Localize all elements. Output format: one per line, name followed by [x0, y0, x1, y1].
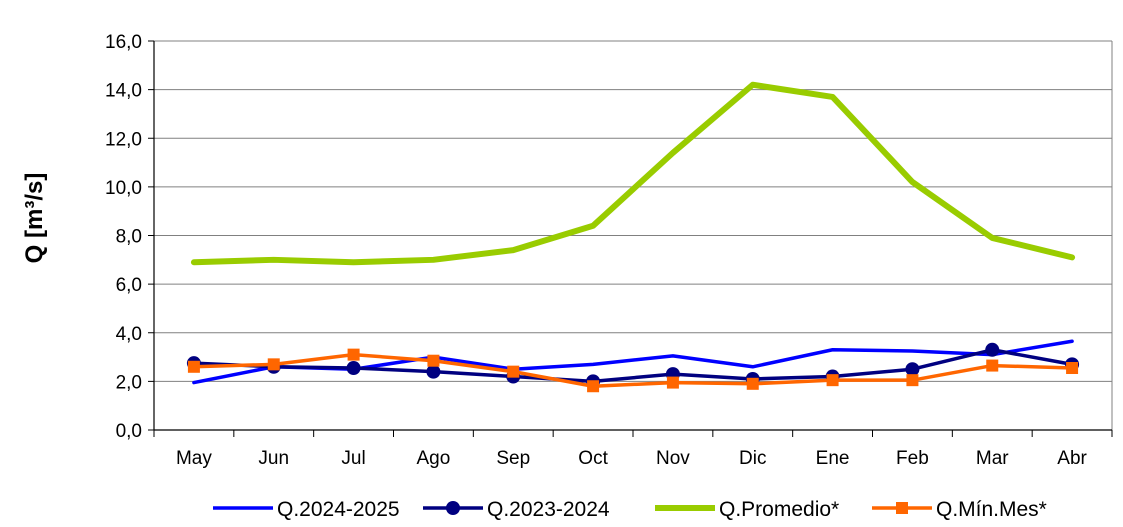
series-line — [190, 81, 1076, 266]
y-tick-label: 6,0 — [116, 275, 142, 296]
y-tick-label: 4,0 — [116, 324, 142, 345]
series-line — [192, 352, 1074, 388]
y-tick-label: 8,0 — [116, 227, 142, 248]
x-tick-label: Mar — [976, 448, 1009, 469]
data-point — [347, 348, 360, 361]
data-point — [746, 377, 759, 390]
data-point — [906, 374, 919, 387]
data-point — [187, 360, 200, 373]
series-group — [186, 81, 1080, 393]
y-axis-label: Q [m³/s] — [21, 173, 48, 264]
x-tick-label: Jun — [258, 448, 289, 469]
y-tick-label: 14,0 — [105, 81, 142, 102]
x-tick-label: Feb — [896, 448, 929, 469]
legend-label: Q.Mín.Mes* — [936, 498, 1047, 521]
data-point — [427, 354, 440, 367]
legend-label: Q.2023-2024 — [487, 498, 610, 521]
data-point — [905, 362, 920, 377]
x-tick-label: Jul — [341, 448, 365, 469]
data-point — [986, 359, 999, 372]
x-tick-label: Nov — [656, 448, 690, 469]
data-point — [826, 374, 839, 387]
data-point — [666, 376, 679, 389]
legend: Q.2024-2025 Q.2023-2024 Q.Promedio* Q.Mín.M… — [213, 498, 1047, 521]
x-tick-label: Ago — [417, 448, 451, 469]
y-axis: 0,0 2,0 4,0 6,0 8,0 10,0 12,0 14,0 16,0 — [105, 32, 155, 442]
x-tick-label: Abr — [1057, 448, 1087, 469]
data-point — [267, 358, 280, 371]
data-point — [587, 380, 600, 393]
x-tick-label: Ene — [816, 448, 850, 469]
x-axis: May Jun Jul Ago Sep Oct Nov Dic Ene Feb Mar Abr — [153, 429, 1113, 469]
series-line — [192, 348, 1074, 384]
legend-label: Q.2024-2025 — [277, 498, 400, 521]
data-point — [346, 361, 361, 376]
data-point — [426, 364, 441, 379]
data-point — [1066, 362, 1079, 375]
x-tick-label: May — [176, 448, 212, 469]
y-tick-label: 10,0 — [105, 178, 142, 199]
x-tick-label: Dic — [739, 448, 766, 469]
data-point — [985, 342, 1000, 357]
y-tick-label: 2,0 — [116, 372, 142, 393]
legend-label: Q.Promedio* — [719, 498, 839, 521]
x-tick-label: Sep — [496, 448, 530, 469]
legend-marker — [896, 502, 908, 514]
legend-marker — [446, 501, 460, 515]
y-tick-label: 12,0 — [105, 129, 142, 150]
y-tick-label: 0,0 — [116, 421, 142, 442]
y-tick-label: 16,0 — [105, 32, 142, 53]
x-tick-label: Oct — [578, 448, 608, 469]
data-point — [507, 365, 520, 378]
